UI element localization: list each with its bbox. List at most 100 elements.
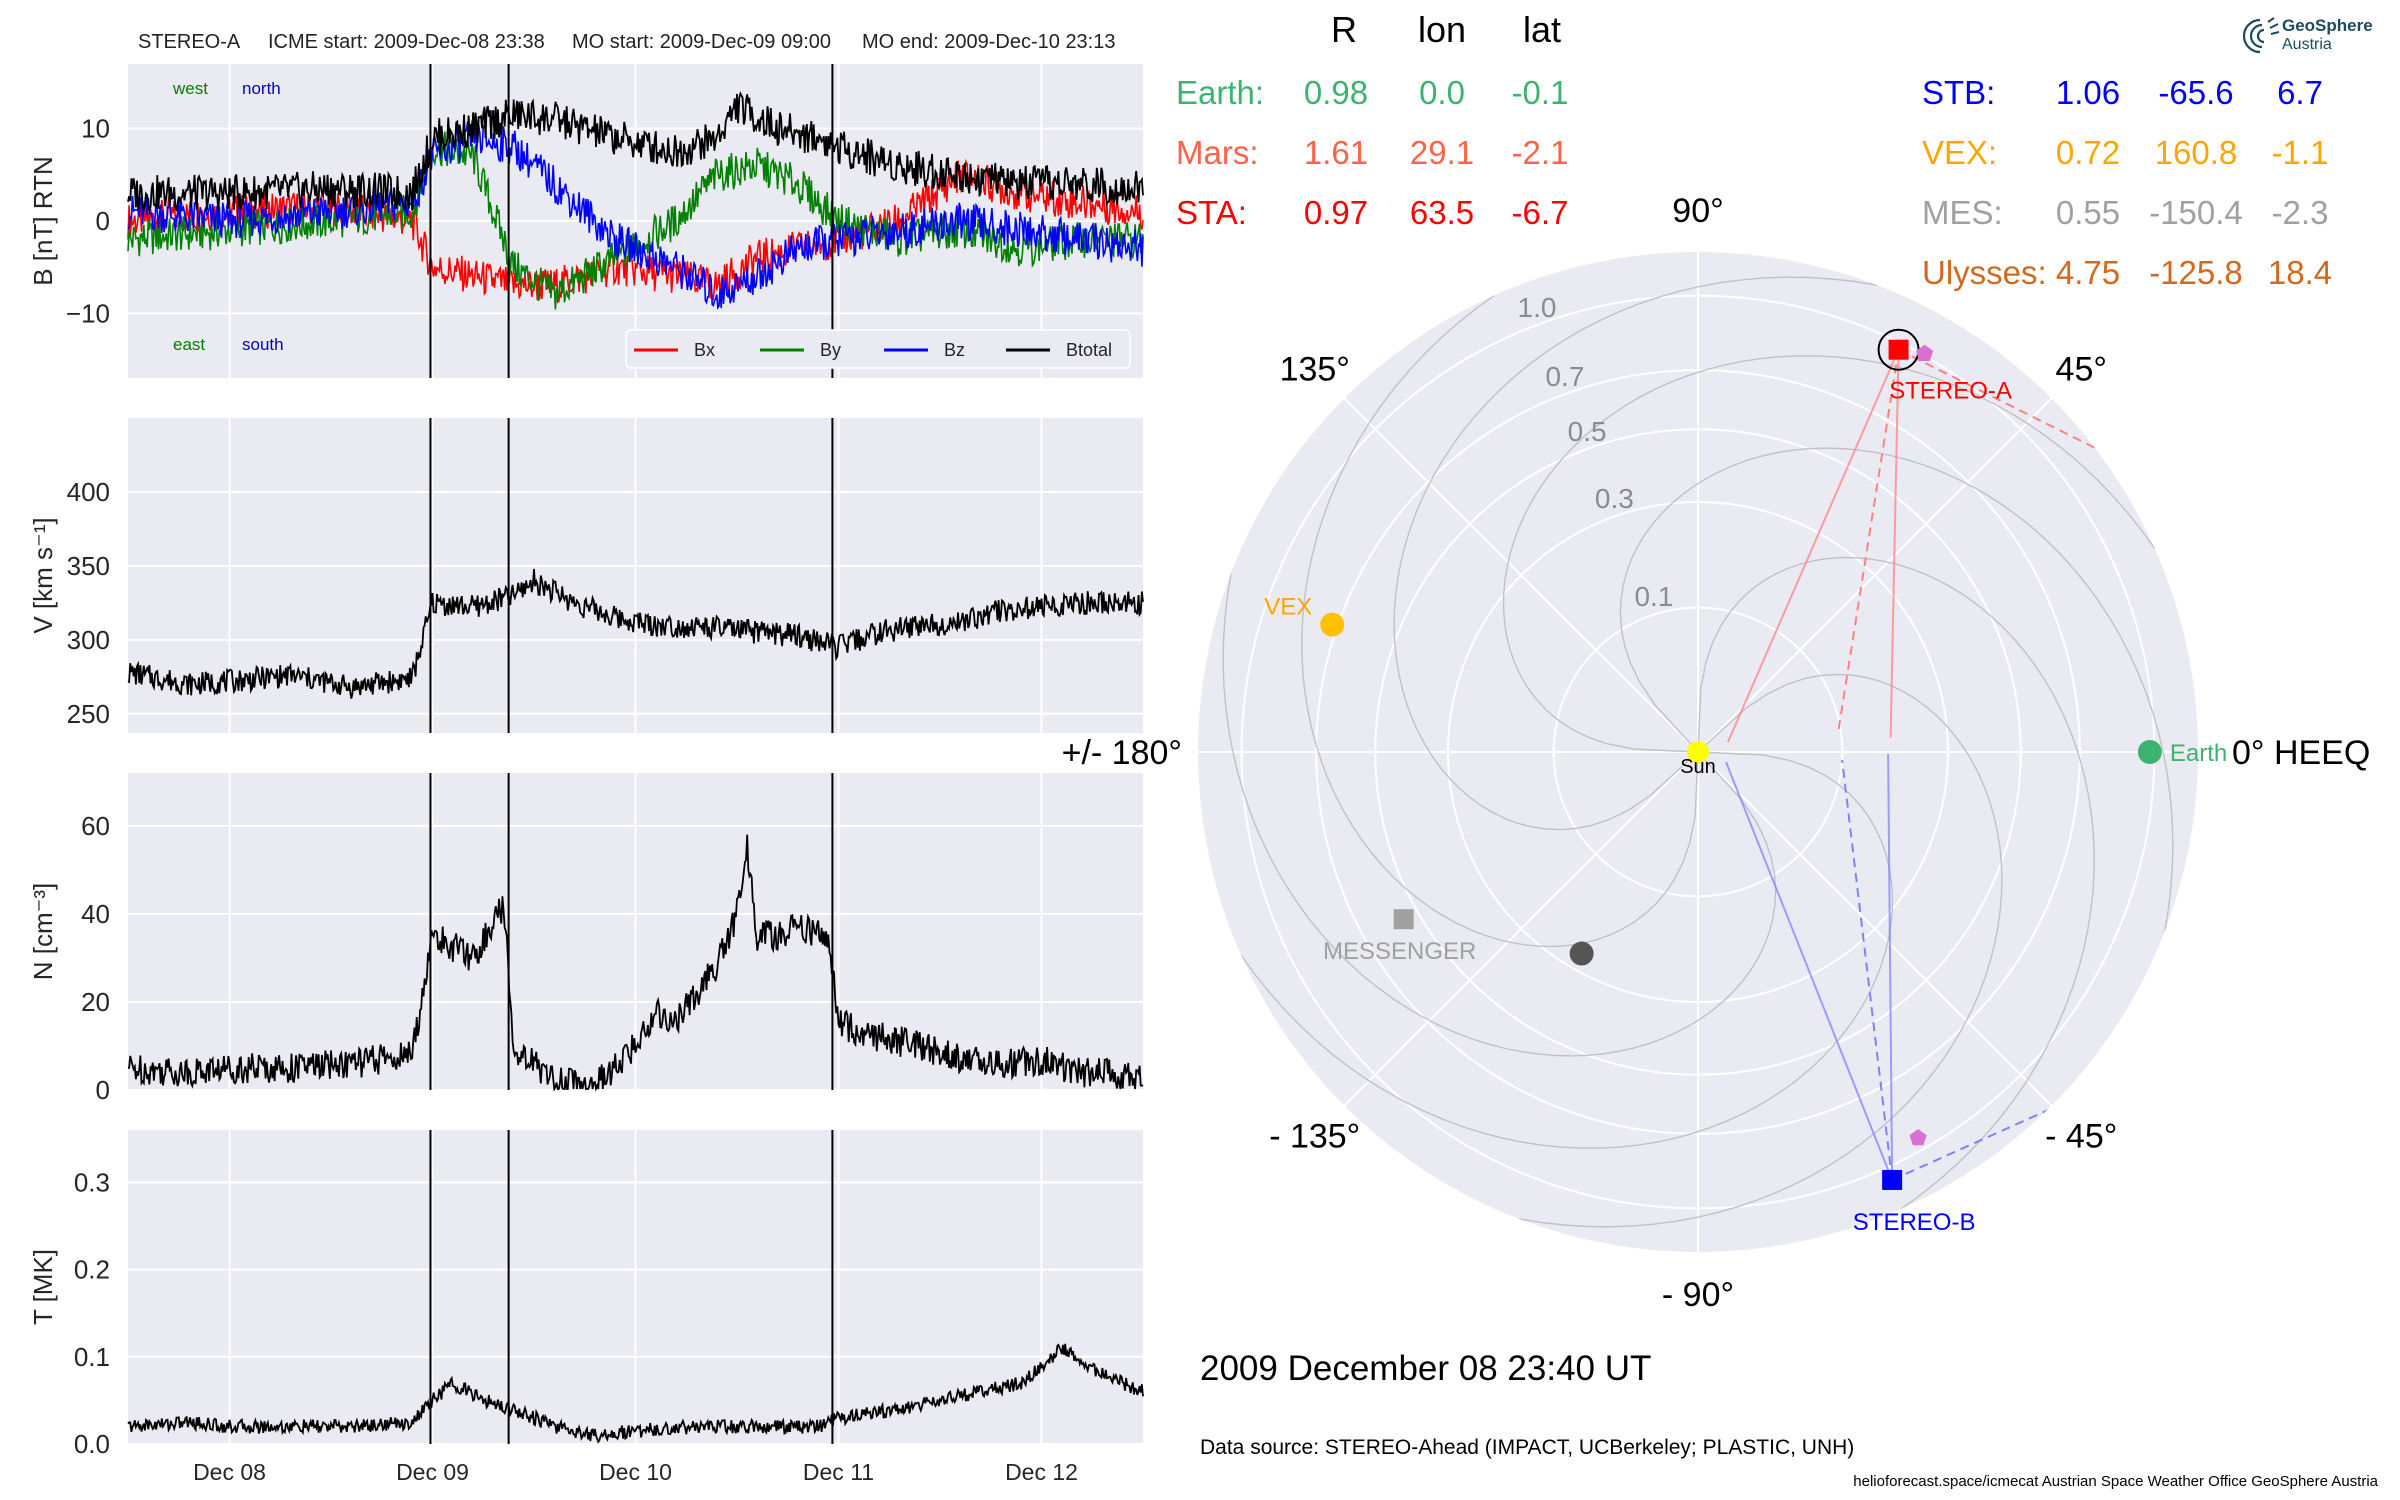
parker-spiral <box>1301 294 1699 948</box>
table-row-lon: 0.0 <box>1419 74 1465 111</box>
polar-grid <box>1198 252 2198 1252</box>
angle-label: - 45° <box>2045 1117 2117 1155</box>
radial-tick-label: 0.3 <box>1595 483 1634 514</box>
logo-icon <box>2242 17 2280 54</box>
parker-spiral <box>1393 276 1878 831</box>
timestamp: 2009 December 08 23:40 UT <box>1200 1349 1651 1388</box>
logo-name: GeoSphere <box>2282 16 2373 35</box>
panel-N: 0 20 40 60 N [cm⁻³] <box>28 773 1144 1105</box>
legend-label: Bx <box>694 340 715 360</box>
x-tick-label: Dec 12 <box>1005 1459 1078 1485</box>
header-icme-start: ICME start: 2009-Dec-08 23:38 <box>268 31 545 53</box>
logo-sub: Austria <box>2282 36 2332 53</box>
series-n <box>127 834 1144 1092</box>
body-marker <box>2137 740 2162 764</box>
table-header: R <box>1331 9 1357 50</box>
parker-spiral <box>1240 751 1894 1149</box>
body-label: Sun <box>1680 756 1716 778</box>
radial-tick-label: 0.1 <box>1634 581 1673 612</box>
timeseries-panels: −10 0 10 B [nT] RTN west north east south Bx By Bz… <box>28 64 1144 1485</box>
table-row-lon: 160.8 <box>2155 134 2238 171</box>
label-west: west <box>172 79 208 98</box>
geosphere-logo: GeoSphere Austria <box>2240 14 2390 60</box>
pentagon-marker <box>1909 1129 1927 1146</box>
y-tick-label: 350 <box>67 551 110 581</box>
angle-label: 90° <box>1672 192 1723 230</box>
body-label: MESSENGER <box>1323 938 1476 965</box>
stb-fov-dashed <box>1891 1049 2183 1181</box>
table-row-r: 1.61 <box>1304 134 1368 171</box>
credits: helioforecast.space/icmecat Austrian Spa… <box>1853 1473 2378 1490</box>
y-tick-label: 0.3 <box>74 1167 110 1197</box>
label-south: south <box>242 335 284 354</box>
angle-label: - 135° <box>1269 1117 1360 1155</box>
sta-fov-dashed <box>1837 349 1900 730</box>
y-tick-label: 0 <box>96 206 110 236</box>
body-earth: Earth <box>2137 740 2227 767</box>
sta-fov-line <box>1889 349 1900 738</box>
body-marker <box>1320 612 1345 637</box>
body-vex: VEX <box>1264 594 1345 637</box>
table-row-lon: -150.4 <box>2149 194 2243 231</box>
x-tick-label: Dec 09 <box>396 1459 469 1485</box>
angular-gridline <box>1697 397 2053 753</box>
y-axis-label: T [MK] <box>28 1249 58 1325</box>
legend-label: By <box>820 340 841 360</box>
legend-label: Btotal <box>1066 340 1112 360</box>
angular-gridline <box>1697 751 2053 1107</box>
y-axis-label: N [cm⁻³] <box>28 883 58 981</box>
parker-spiral <box>1619 447 2174 932</box>
body-marker <box>1569 941 1594 966</box>
label-east: east <box>173 335 205 354</box>
y-tick-label: 0.2 <box>74 1255 110 1285</box>
table-row-name: Earth: <box>1176 74 1264 111</box>
table-row-name: STB: <box>1922 74 1995 111</box>
table-row-lon: 63.5 <box>1410 194 1474 231</box>
panel-V: 250 300 350 400 V [km s⁻¹] <box>28 418 1144 733</box>
table-row-name: STA: <box>1176 194 1247 231</box>
y-tick-label: 20 <box>81 987 110 1017</box>
body-stereo-b: STEREO-B <box>1853 1169 1975 1236</box>
polar-orbit-plot: 0.1 0.3 0.5 0.7 1.0 0° HEEQ 45° 90° 135° +/- 180°… <box>1062 192 2371 1314</box>
header-mo-start: MO start: 2009-Dec-09 09:00 <box>572 31 831 53</box>
angle-label: 45° <box>2056 351 2107 389</box>
table-row-r: 0.55 <box>2056 194 2120 231</box>
series-v <box>127 568 1144 699</box>
parker-spiral <box>1222 572 1777 1057</box>
table-row-lat: -2.3 <box>2272 194 2329 231</box>
legend-box <box>625 329 1131 369</box>
radial-tick-label: 1.0 <box>1518 292 1557 323</box>
stb-fov-line <box>1725 761 1894 1181</box>
series-btotal <box>127 91 1144 215</box>
table-row-lat: 18.4 <box>2268 254 2332 291</box>
parker-spiral <box>1697 556 2095 1210</box>
label-north: north <box>242 79 281 98</box>
y-axis-label: B [nT] RTN <box>28 156 58 286</box>
table-row-lat: -6.7 <box>1512 194 1569 231</box>
parker-spiral <box>1502 355 2156 753</box>
y-tick-label: 0 <box>96 1075 110 1105</box>
body-messenger: MESSENGER <box>1323 909 1476 965</box>
body-sun: Sun <box>1680 741 1716 778</box>
y-tick-label: −10 <box>66 298 110 328</box>
y-tick-label: 60 <box>81 811 110 841</box>
legend-label: Bz <box>944 340 965 360</box>
y-axis-label: V [km s⁻¹] <box>28 517 58 633</box>
x-tick-label: Dec 08 <box>193 1459 266 1485</box>
table-row-lat: -2.1 <box>1512 134 1569 171</box>
table-row-lat: 6.7 <box>2277 74 2323 111</box>
series-bz <box>127 120 1144 311</box>
y-tick-label: 40 <box>81 899 110 929</box>
sta-fov-line <box>1727 349 1900 743</box>
body-marker <box>1687 741 1709 763</box>
body-other <box>1569 941 1594 966</box>
table-row-name: Mars: <box>1176 134 1259 171</box>
data-source: Data source: STEREO-Ahead (IMPACT, UCBer… <box>1200 1436 1854 1459</box>
angle-label: 0° HEEQ <box>2232 734 2370 772</box>
body-label: STEREO-A <box>1889 378 2012 405</box>
table-row-lon: 29.1 <box>1410 134 1474 171</box>
body-marker <box>1393 909 1414 930</box>
angle-label: 135° <box>1280 351 1350 389</box>
stb-fov-line <box>1887 753 1894 1180</box>
